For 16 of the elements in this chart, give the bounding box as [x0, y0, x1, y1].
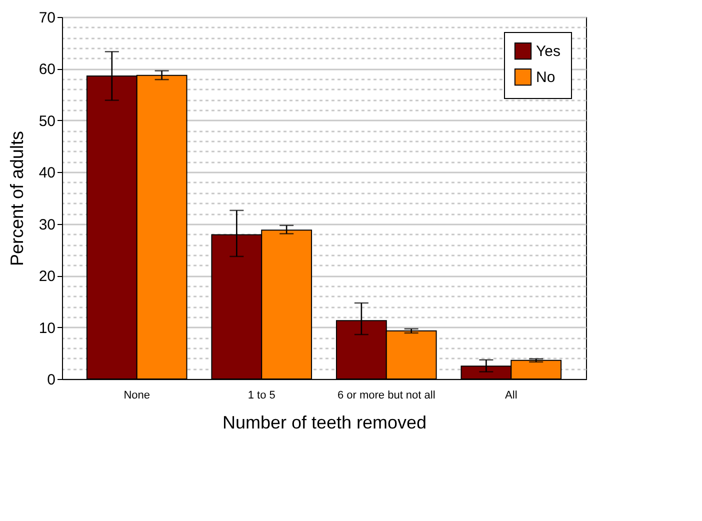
y-axis-title: Percent of adults [6, 130, 27, 266]
y-tick-label: 20 [38, 268, 56, 286]
y-tick-label: 70 [38, 10, 56, 26]
x-tick-label: All [505, 390, 518, 402]
y-tick-label: 10 [38, 320, 56, 337]
legend-label: Yes [536, 43, 560, 60]
y-tick-label: 40 [38, 164, 56, 182]
y-tick-label: 30 [38, 216, 56, 234]
legend-label: No [536, 69, 556, 86]
x-tick-label: None [124, 390, 150, 402]
x-axis-title: Number of teeth removed [222, 412, 427, 432]
y-tick-label: 50 [38, 112, 56, 130]
y-tick-label: 0 [47, 372, 56, 388]
x-tick-label: 1 to 5 [248, 390, 276, 402]
y-tick-label: 60 [38, 61, 56, 78]
x-tick-label: 6 or more but not all [337, 390, 436, 402]
